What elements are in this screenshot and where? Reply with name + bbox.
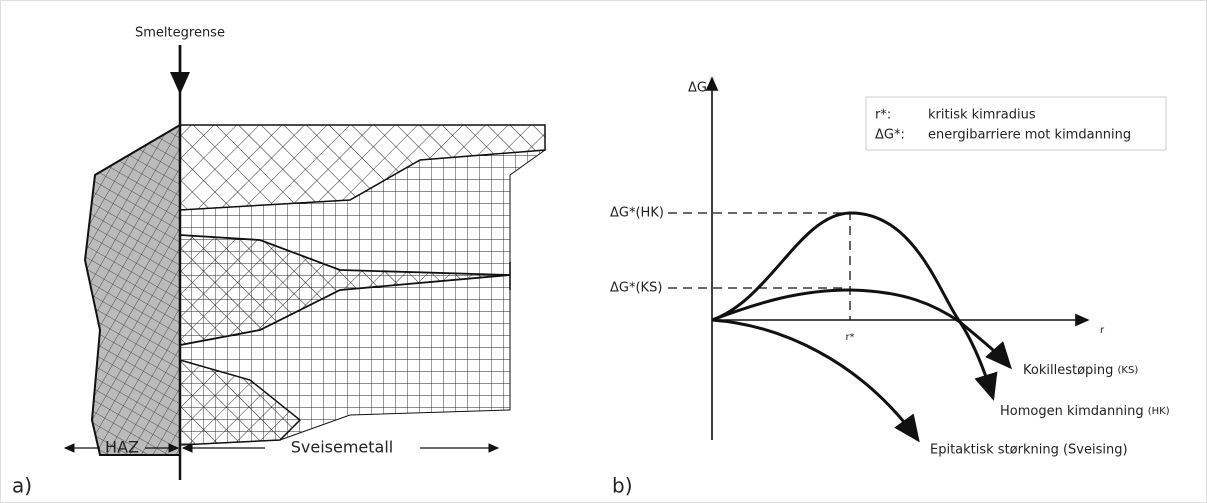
curve-label: Homogen kimdanning (HK) [1000, 404, 1170, 419]
curve-abbr: (HK) [1148, 406, 1170, 417]
level-label: ΔG*(HK) [610, 206, 664, 221]
fusion-label: Smeltegrense [135, 26, 225, 41]
panel-label: b) [612, 474, 633, 498]
legend-box [865, 96, 1167, 151]
legend-symbol: ΔG*: [875, 128, 905, 143]
r-star-label: r* [845, 332, 854, 343]
legend-symbol: r*: [875, 108, 891, 123]
curve-hk [711, 211, 998, 401]
haz-region [83, 123, 181, 456]
grain-center [179, 234, 511, 347]
curve-label: Kokillestøping (KS) [1023, 363, 1138, 378]
legend-text: kritisk kimradius [928, 108, 1036, 123]
x-axis-label: r [1100, 325, 1105, 336]
curve-name: Homogen kimdanning [1000, 404, 1144, 419]
panel-label: a) [12, 474, 32, 498]
level-label: ΔG*(KS) [610, 281, 662, 296]
curve-label: Epitaktisk størkning (Sveising) [930, 443, 1128, 458]
weld-label: Sveisemetall [291, 438, 394, 457]
panel-b: ΔG r r* r*: kritisk kimradius ΔG*: energ… [610, 76, 1170, 498]
panel-a: Smeltegrense HAZ Sveisemetall a) [12, 26, 547, 498]
legend-text: energibarriere mot kimdanning [928, 128, 1131, 143]
curve-abbr: (KS) [1118, 365, 1139, 376]
haz-label: HAZ [105, 438, 139, 457]
y-axis-label: ΔG [688, 81, 707, 96]
curve-ks [711, 288, 1012, 370]
curve-name: Kokillestøping [1023, 363, 1113, 378]
curve-epi [711, 318, 920, 443]
